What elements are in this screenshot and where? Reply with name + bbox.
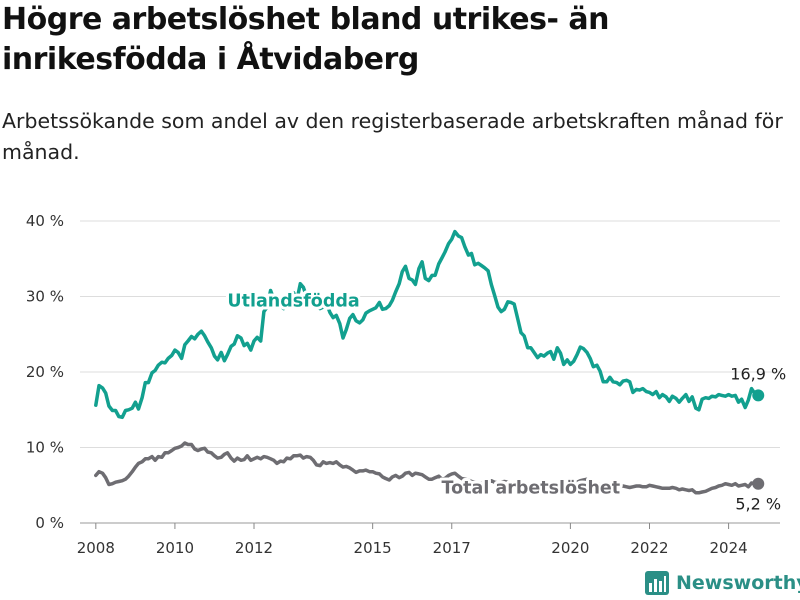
y-tick-label: 40 % bbox=[26, 212, 64, 230]
brand-logo[interactable]: Newsworthy bbox=[644, 568, 800, 598]
y-tick-label: 0 % bbox=[35, 514, 64, 532]
chart-title: Högre arbetslöshet bland utrikes- än inr… bbox=[2, 2, 609, 77]
x-tick-label: 2012 bbox=[235, 539, 273, 557]
x-tick-label: 2022 bbox=[630, 539, 668, 557]
series-line-total bbox=[94, 441, 760, 495]
y-tick-label: 30 % bbox=[26, 288, 64, 306]
chart-subtitle: Arbetssökande som andel av den registerb… bbox=[2, 109, 783, 164]
series-label-halo: Utlandsfödda bbox=[227, 291, 359, 311]
newsworthy-bar-chart-icon bbox=[645, 571, 669, 595]
series-label: Utlandsfödda bbox=[227, 291, 359, 311]
series-end-label: 5,2 % bbox=[735, 495, 781, 514]
x-tick-label: 2010 bbox=[156, 539, 194, 557]
y-tick-label: 10 % bbox=[26, 439, 64, 457]
chart-labels: 16,9 %5,2 %UtlandsföddaUtlandsföddaTotal… bbox=[224, 288, 786, 514]
x-tick-label: 2015 bbox=[354, 539, 392, 557]
series-lines bbox=[94, 229, 765, 495]
y-tick-label: 20 % bbox=[26, 363, 64, 381]
gridlines bbox=[80, 220, 780, 524]
axes: 0 % 10 % 20 % 30 % 40 % 2008 2010 2012 2015 2017 2… bbox=[26, 212, 748, 557]
brand-name: Newsworthy bbox=[676, 572, 800, 594]
series-end-point bbox=[752, 389, 765, 402]
x-tick-label: 2020 bbox=[551, 539, 589, 557]
x-tick-label: 2017 bbox=[433, 539, 471, 557]
series-label-halo: Total arbetslöshet bbox=[442, 479, 621, 499]
x-tick-label: 2024 bbox=[709, 539, 747, 557]
series-label: Total arbetslöshet bbox=[442, 479, 621, 499]
series-line-utlandsfodda bbox=[94, 229, 760, 420]
series-end-label: 16,9 % bbox=[730, 364, 786, 383]
series-end-point bbox=[752, 477, 765, 490]
x-tick-label: 2008 bbox=[77, 539, 115, 557]
